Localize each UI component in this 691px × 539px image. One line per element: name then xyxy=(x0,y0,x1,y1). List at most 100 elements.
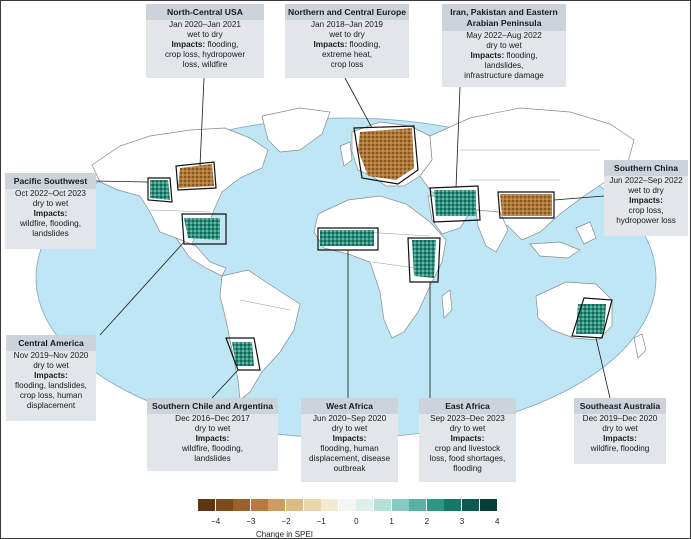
legend-title: Change in SPEI xyxy=(256,530,313,539)
impact-text: crop loss xyxy=(330,60,364,69)
legend-swatch xyxy=(479,499,497,511)
impacts-label: Impacts: xyxy=(450,434,485,443)
legend-tick: 0 xyxy=(354,517,359,526)
callout-period: Jun 2020–Sep 2020 xyxy=(312,414,387,423)
callout-title: West Africa xyxy=(301,398,398,414)
patch-iran-pakistan xyxy=(434,190,476,216)
callout-title: Southern Chile and Argentina xyxy=(147,398,278,414)
impact-text: wildfire, flooding, xyxy=(20,219,81,228)
impact-text: infrastructure damage xyxy=(464,71,544,80)
impact-text: outbreak xyxy=(333,464,366,473)
callout-change: dry to wet xyxy=(194,424,231,433)
callout-period: Jan 2018–Jan 2019 xyxy=(311,20,383,29)
legend-swatch xyxy=(356,499,374,511)
impact-text: flooding, xyxy=(506,51,538,60)
legend-tick: −4 xyxy=(211,517,221,526)
impacts-label: Impacts: xyxy=(313,40,348,49)
callout-period: Dec 2019–Dec 2020 xyxy=(582,414,658,423)
callout-change: dry to wet xyxy=(449,424,486,433)
legend-swatch xyxy=(198,499,215,511)
callout-change: wet to dry xyxy=(628,186,664,195)
legend-swatch xyxy=(338,499,356,511)
impact-text: crop loss, xyxy=(628,206,664,215)
legend-tick: 4 xyxy=(494,517,500,526)
callout-pacific-southwest: Pacific Southwest Oct 2022–Oct 2023 dry … xyxy=(5,173,96,249)
legend-tick: 2 xyxy=(424,517,430,526)
callout-title: Southeast Australia xyxy=(574,398,666,414)
impact-text: landslides xyxy=(32,229,69,238)
spei-patches xyxy=(150,128,606,366)
impact-text: landslides xyxy=(194,454,231,463)
region-outlines xyxy=(147,125,613,371)
legend-tick: 3 xyxy=(459,517,465,526)
legend-tick: 1 xyxy=(389,517,394,526)
callout-change: dry to wet xyxy=(33,361,69,370)
impact-text: hydropower loss xyxy=(616,216,676,225)
legend-swatch xyxy=(233,499,251,511)
callout-southern-chile-argentina: Southern Chile and Argentina Dec 2016–De… xyxy=(147,398,278,471)
legend-tick: −1 xyxy=(316,517,326,526)
legend-swatch xyxy=(462,499,479,511)
callout-change: wet to dry xyxy=(329,30,365,39)
callout-period: May 2022–Aug 2022 xyxy=(466,31,542,40)
impacts-label: Impacts: xyxy=(470,51,505,60)
impact-text: displacement, disease xyxy=(308,454,390,463)
callout-period: Jun 2022–Sep 2022 xyxy=(609,176,683,185)
callout-title: East Africa xyxy=(419,398,516,414)
impacts-label: Impacts: xyxy=(195,434,230,443)
callout-title: Central America xyxy=(6,335,96,351)
callout-west-africa: West Africa Jun 2020–Sep 2020 dry to wet… xyxy=(301,398,398,482)
legend-tick: −3 xyxy=(246,517,256,526)
patch-southern-chile xyxy=(232,342,254,366)
legend-swatch xyxy=(321,499,339,511)
patch-east-africa xyxy=(412,240,436,278)
callout-title: Iran, Pakistan and Eastern xyxy=(450,7,558,17)
callout-title: Southern China xyxy=(604,160,688,176)
impact-text: wildfire, flooding xyxy=(590,444,650,453)
impact-text: wildfire, flooding, xyxy=(182,444,243,453)
patch-west-africa xyxy=(320,230,374,246)
patch-north-central-usa xyxy=(178,164,214,188)
impact-text: crop loss, hydropower xyxy=(164,50,246,59)
impacts-label: Impacts: xyxy=(171,40,206,49)
callout-northern-central-europe: Northern and Central Europe Jan 2018–Jan… xyxy=(285,4,409,78)
legend-swatch xyxy=(391,499,409,511)
callout-north-central-usa: North-Central USA Jan 2020–Jan 2021 wet … xyxy=(146,4,264,78)
callout-iran-pakistan: Iran, Pakistan and Eastern Arabian Penins… xyxy=(442,4,566,87)
impact-text: crop loss, human xyxy=(19,391,83,400)
legend-swatch xyxy=(215,499,233,511)
patch-europe xyxy=(358,128,414,180)
impacts-label: Impacts: xyxy=(629,196,663,205)
legend-swatch xyxy=(303,499,321,511)
callout-title: North-Central USA xyxy=(146,4,264,20)
impact-text: flooding, xyxy=(207,40,239,49)
callout-change: dry to wet xyxy=(331,424,368,433)
legend-swatch xyxy=(250,499,268,511)
leader-lines xyxy=(95,77,611,399)
impact-text: extreme heat, xyxy=(321,50,373,59)
impact-text: flooding, human xyxy=(320,444,379,453)
callout-period: Sep 2023–Dec 2023 xyxy=(430,414,505,423)
patch-central-america xyxy=(184,218,220,240)
legend-swatch xyxy=(426,499,444,511)
callout-southern-china: Southern China Jun 2022–Sep 2022 wet to … xyxy=(604,160,688,236)
impact-text: displacement xyxy=(26,401,76,410)
callout-period: Jan 2020–Jan 2021 xyxy=(169,20,241,29)
impact-text: landslides, xyxy=(484,61,524,70)
callout-change: dry to wet xyxy=(486,41,522,50)
callout-title: Pacific Southwest xyxy=(5,173,96,189)
legend-tick: −2 xyxy=(281,517,291,526)
patch-southern-china xyxy=(500,194,552,216)
impact-text: crop and livestock xyxy=(434,444,501,453)
impact-text: flooding xyxy=(453,464,482,473)
callout-period: Oct 2022–Oct 2023 xyxy=(14,189,86,198)
impact-text: loss, wildfire xyxy=(182,60,228,69)
legend-swatch xyxy=(268,499,286,511)
legend-swatch xyxy=(374,499,391,511)
patch-pacific-southwest xyxy=(150,180,170,200)
patch-se-australia xyxy=(576,304,606,334)
impact-text: loss, food shortages, xyxy=(429,454,506,463)
callout-change: wet to dry xyxy=(187,30,223,39)
legend-swatch xyxy=(409,499,427,511)
